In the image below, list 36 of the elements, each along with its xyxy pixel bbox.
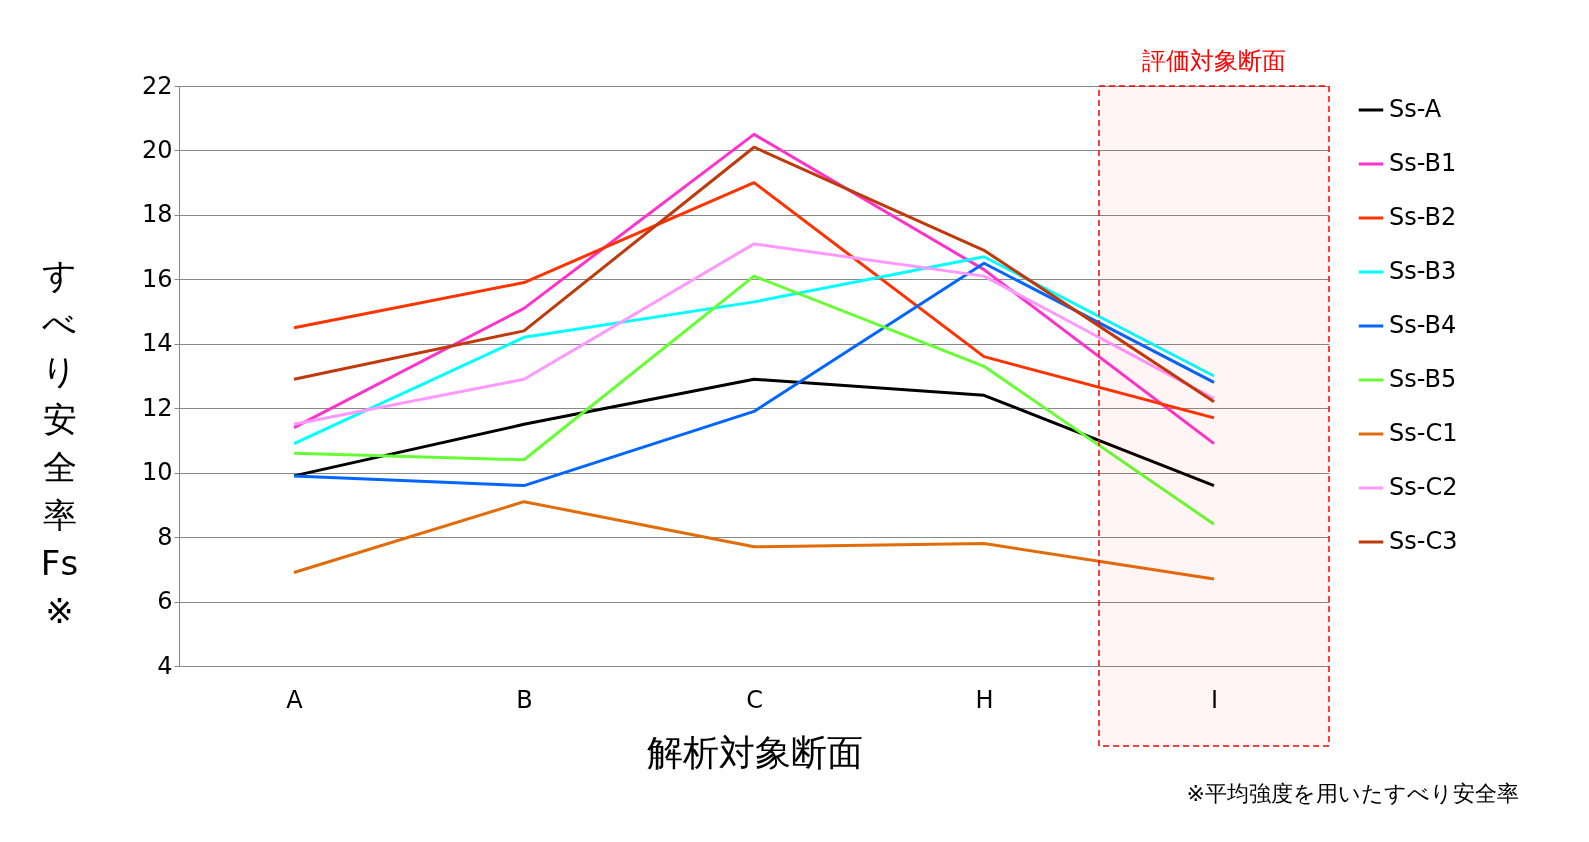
x-tick-label: C bbox=[746, 685, 763, 714]
x-tick-label: A bbox=[286, 685, 304, 714]
legend-label: Ss-C2 bbox=[1389, 473, 1458, 501]
legend-label: Ss-B2 bbox=[1389, 203, 1457, 231]
legend-label: Ss-B4 bbox=[1389, 311, 1457, 339]
legend-label: Ss-C3 bbox=[1389, 527, 1458, 555]
band-label: 評価対象断面 bbox=[1142, 47, 1286, 75]
y-tick-label: 4 bbox=[157, 651, 173, 680]
y-axis-title: すべり安全率Fs※ bbox=[40, 254, 79, 631]
y-tick-label: 6 bbox=[157, 587, 173, 616]
line-series bbox=[292, 274, 1216, 526]
y-tick-label: 22 bbox=[141, 71, 173, 100]
line-series bbox=[292, 261, 1216, 488]
x-tick-label: B bbox=[516, 685, 533, 714]
x-axis-title: 解析対象断面 bbox=[646, 731, 863, 773]
line-series bbox=[292, 132, 1216, 446]
y-tick-label: 12 bbox=[141, 393, 173, 422]
legend-label: Ss-B1 bbox=[1389, 149, 1457, 177]
x-tick-label: H bbox=[975, 685, 994, 714]
x-tick-label: I bbox=[1210, 685, 1219, 714]
y-tick-label: 14 bbox=[141, 329, 173, 358]
line-series bbox=[292, 500, 1216, 581]
y-tick-label: 16 bbox=[141, 264, 173, 293]
legend-label: Ss-B3 bbox=[1389, 257, 1457, 285]
legend-label: Ss-A bbox=[1389, 95, 1442, 123]
line-series bbox=[292, 145, 1216, 404]
y-tick-label: 20 bbox=[141, 135, 173, 164]
line-series bbox=[292, 255, 1216, 446]
legend-label: Ss-B5 bbox=[1389, 365, 1457, 393]
legend-label: Ss-C1 bbox=[1389, 419, 1458, 447]
line-series bbox=[292, 242, 1216, 426]
y-tick-label: 18 bbox=[141, 200, 173, 229]
line-series bbox=[292, 181, 1216, 420]
text: ※平均強度を用いたすべり安全率 bbox=[1186, 781, 1519, 806]
y-tick-label: 8 bbox=[157, 522, 173, 551]
y-tick-label: 10 bbox=[141, 458, 173, 487]
